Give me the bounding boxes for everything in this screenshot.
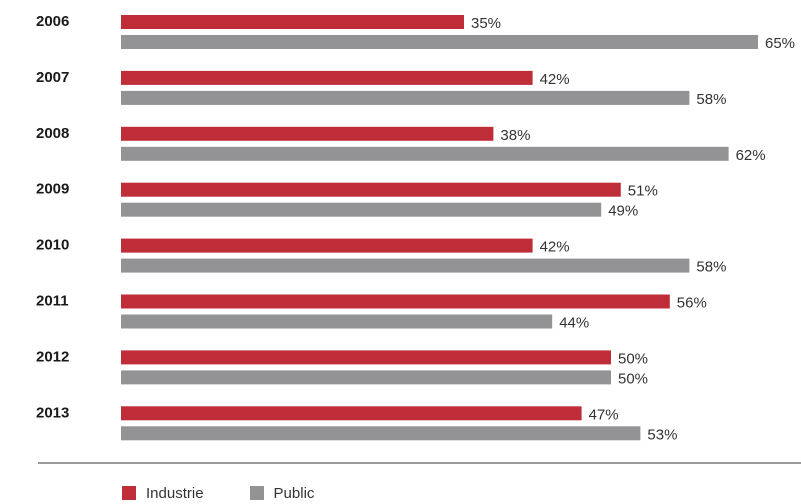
value-label-industrie-2007: 42% — [540, 71, 570, 88]
value-label-public-2013: 53% — [647, 426, 677, 443]
category-label-2007: 2007 — [36, 69, 69, 86]
category-label-2010: 2010 — [36, 237, 69, 254]
value-label-industrie-2008: 38% — [500, 127, 530, 144]
bar-industrie-2011 — [121, 294, 670, 309]
bar-industrie-2008 — [121, 126, 494, 141]
legend-label-industrie: Industrie — [146, 484, 204, 502]
bar-industrie-2009 — [121, 182, 621, 197]
value-label-industrie-2013: 47% — [589, 406, 619, 423]
category-label-2011: 2011 — [36, 293, 69, 310]
bar-public-2006 — [121, 35, 758, 49]
bar-public-2011 — [121, 314, 553, 329]
value-label-public-2011: 44% — [559, 315, 589, 332]
bar-public-2010 — [121, 258, 690, 273]
bar-industrie-2012 — [121, 350, 611, 365]
category-label-2012: 2012 — [36, 348, 69, 365]
bar-public-2012 — [121, 370, 611, 385]
value-label-public-2008: 62% — [736, 147, 766, 164]
category-label-2013: 2013 — [36, 404, 69, 421]
bar-public-2009 — [121, 202, 602, 217]
bar-public-2008 — [121, 146, 729, 161]
legend: Industrie Public — [122, 483, 360, 503]
value-label-industrie-2011: 56% — [677, 295, 707, 312]
value-label-public-2009: 49% — [608, 203, 638, 220]
legend-item-public: Public — [249, 484, 315, 502]
value-label-public-2006: 65% — [765, 35, 795, 52]
bar-industrie-2013 — [121, 406, 582, 421]
legend-item-industrie: Industrie — [122, 485, 204, 502]
legend-swatch-industrie — [122, 486, 136, 500]
category-label-2006: 2006 — [36, 13, 69, 30]
bar-industrie-2007 — [121, 70, 533, 85]
value-label-industrie-2012: 50% — [618, 350, 648, 367]
plot-area: 2006 35% 65% 2007 42% 58% 2008 38% 62% 2009 51% 49%… — [36, 13, 795, 443]
bar-industrie-2006 — [121, 15, 464, 29]
value-label-public-2007: 58% — [696, 91, 726, 108]
value-label-industrie-2009: 51% — [628, 183, 658, 200]
value-label-industrie-2010: 42% — [540, 239, 570, 256]
bar-industrie-2010 — [121, 238, 533, 253]
value-label-industrie-2006: 35% — [471, 15, 501, 32]
bar-public-2013 — [121, 426, 641, 441]
value-label-public-2010: 58% — [696, 259, 726, 276]
legend-swatch-public — [249, 486, 264, 500]
legend-label-public: Public — [273, 484, 315, 502]
category-label-2008: 2008 — [36, 125, 69, 142]
value-label-public-2012: 50% — [618, 370, 648, 387]
category-label-2009: 2009 — [36, 181, 69, 198]
bar-public-2007 — [121, 90, 690, 105]
